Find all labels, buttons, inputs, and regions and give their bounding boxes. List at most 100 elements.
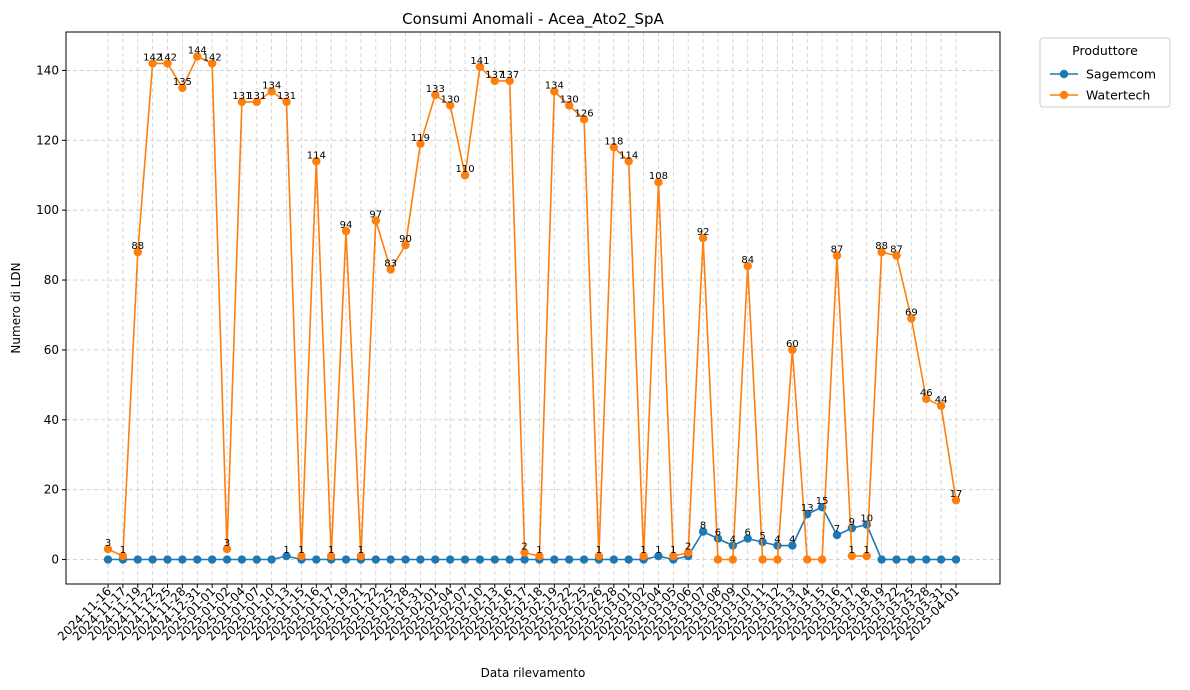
data-label-sagemcom: 13 — [801, 503, 814, 514]
data-point-sagemcom — [892, 555, 901, 564]
data-point-watertech — [267, 87, 276, 96]
series-line-sagemcom — [108, 506, 956, 561]
data-label-watertech: 88 — [131, 241, 144, 252]
data-point-watertech — [103, 544, 113, 554]
data-point-watertech — [728, 555, 738, 564]
data-point-sagemcom — [445, 555, 455, 564]
data-point-watertech — [401, 240, 410, 250]
data-point-sagemcom — [490, 555, 500, 564]
data-point-watertech — [475, 62, 485, 72]
data-point-watertech — [133, 247, 142, 257]
data-label-watertech: 142 — [158, 52, 177, 63]
data-label-watertech: 126 — [575, 108, 594, 119]
y-tick-label: 80 — [44, 273, 59, 287]
data-point-watertech — [193, 52, 202, 61]
data-label-watertech: 134 — [262, 80, 281, 91]
data-point-sagemcom — [431, 555, 440, 564]
data-point-watertech — [758, 555, 767, 564]
x-axis: 2024-11-162024-11-172024-11-192024-11-22… — [55, 584, 962, 643]
data-label-sagemcom: 4 — [774, 535, 780, 546]
legend: Produttore Sagemcom Watertech — [1039, 37, 1171, 108]
x-axis-label: Data rilevamento — [481, 666, 586, 680]
y-tick-label: 60 — [44, 343, 59, 357]
data-label-sagemcom: 5 — [759, 531, 765, 542]
data-point-watertech — [639, 551, 648, 561]
data-point-watertech — [817, 555, 827, 564]
data-point-sagemcom — [936, 555, 946, 564]
data-point-watertech — [520, 548, 529, 557]
data-point-sagemcom — [312, 555, 321, 564]
data-label-watertech: 60 — [786, 339, 799, 350]
data-point-watertech — [431, 90, 440, 100]
data-point-sagemcom — [654, 551, 663, 561]
data-label-watertech: 87 — [890, 245, 903, 256]
data-point-sagemcom — [163, 555, 172, 564]
data-label-watertech: 131 — [232, 91, 251, 102]
data-point-watertech — [773, 555, 782, 564]
data-label-watertech: 131 — [277, 91, 296, 102]
legend-title: Produttore — [1072, 43, 1138, 58]
data-point-watertech — [252, 97, 261, 107]
data-point-sagemcom — [520, 555, 529, 564]
data-point-watertech — [148, 59, 157, 68]
data-label-watertech: 3 — [105, 538, 111, 549]
data-label-watertech: 131 — [247, 91, 266, 102]
data-label-sagemcom: 4 — [730, 535, 736, 546]
data-point-watertech — [669, 551, 678, 561]
y-tick-label: 20 — [44, 483, 59, 497]
legend-entries: Sagemcom Watertech — [1050, 67, 1156, 103]
y-tick-label: 40 — [44, 413, 59, 427]
data-label-watertech: 1 — [328, 545, 334, 556]
data-point-sagemcom — [386, 555, 395, 564]
data-point-watertech — [892, 251, 901, 260]
data-point-watertech — [356, 551, 366, 561]
y-tick-label: 120 — [36, 133, 59, 147]
data-point-watertech — [178, 83, 187, 93]
data-point-sagemcom — [282, 551, 291, 561]
legend-marker-watertech — [1059, 90, 1069, 100]
data-point-watertech — [371, 216, 380, 225]
data-point-watertech — [222, 544, 232, 554]
data-point-watertech — [907, 314, 916, 323]
data-label-watertech: 1 — [536, 545, 542, 556]
data-point-watertech — [862, 551, 871, 561]
y-axis-label: Numero di LDN — [9, 262, 23, 353]
data-point-watertech — [922, 394, 931, 404]
data-point-sagemcom — [951, 555, 961, 564]
legend-label-sagemcom: Sagemcom — [1086, 67, 1156, 82]
data-label-watertech: 69 — [905, 307, 918, 318]
data-label-watertech: 1 — [120, 545, 126, 556]
data-point-sagemcom — [922, 555, 931, 564]
data-point-sagemcom — [401, 555, 410, 564]
data-label-watertech: 1 — [358, 545, 364, 556]
data-label-watertech: 1 — [298, 545, 304, 556]
data-point-sagemcom — [698, 527, 708, 536]
data-point-watertech — [594, 551, 604, 561]
data-point-sagemcom — [178, 555, 187, 564]
data-label-watertech: 137 — [500, 70, 519, 81]
data-point-sagemcom — [505, 555, 514, 564]
data-label-watertech: 142 — [143, 52, 162, 63]
data-point-sagemcom — [193, 555, 202, 564]
data-point-sagemcom — [803, 509, 812, 519]
legend-label-watertech: Watertech — [1086, 88, 1150, 103]
data-point-watertech — [282, 97, 291, 107]
data-point-watertech — [936, 401, 946, 411]
data-point-sagemcom — [341, 555, 351, 564]
data-point-watertech — [832, 251, 842, 260]
data-point-sagemcom — [743, 534, 752, 543]
series-line-watertech — [107, 55, 957, 561]
data-point-watertech — [207, 59, 217, 68]
data-label-watertech: 130 — [560, 94, 579, 105]
data-label-watertech: 1 — [864, 545, 870, 556]
data-point-watertech — [788, 345, 797, 355]
data-point-watertech — [684, 548, 693, 557]
data-point-sagemcom — [713, 534, 723, 543]
data-label-watertech: 142 — [203, 52, 222, 63]
data-label-watertech: 141 — [470, 56, 489, 67]
data-point-watertech — [713, 555, 723, 564]
data-point-sagemcom — [148, 555, 157, 564]
data-label-watertech: 44 — [935, 395, 948, 406]
